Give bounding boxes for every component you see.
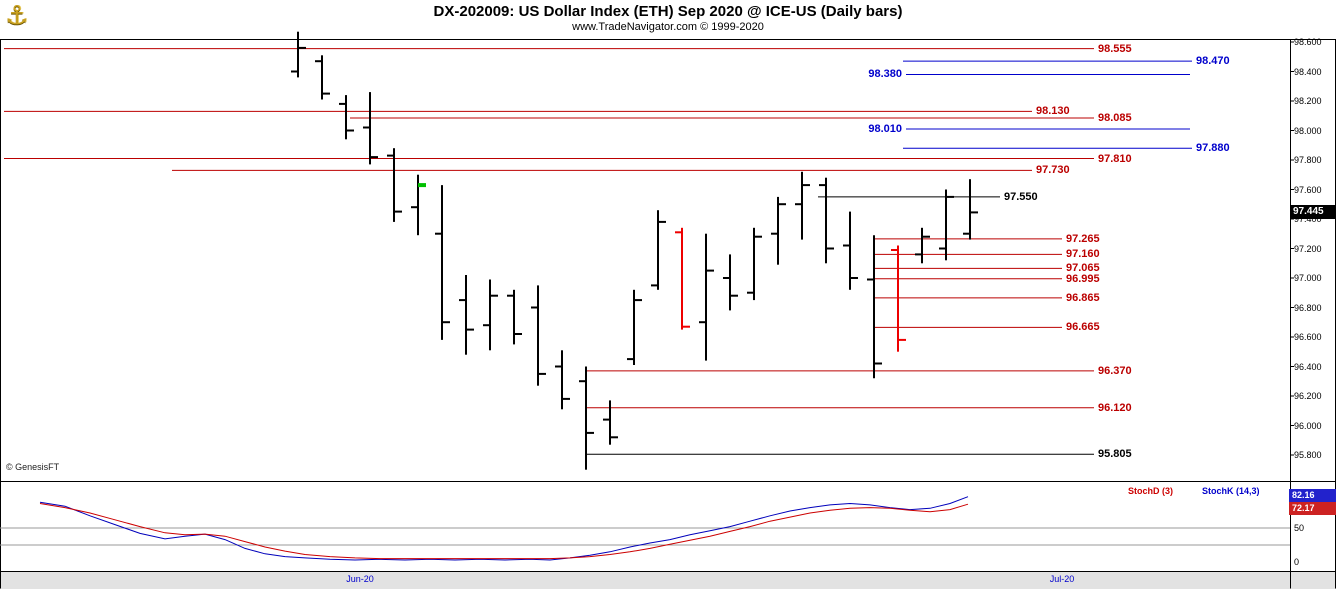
stochk-value-box: 82.16 xyxy=(1289,489,1336,502)
ohlc-bar xyxy=(603,400,618,445)
stochd-label[interactable]: StochD (3) xyxy=(1128,486,1173,496)
date-axis[interactable] xyxy=(0,572,1336,589)
ohlc-bar xyxy=(651,210,666,290)
ohlc-bar xyxy=(819,177,834,264)
ohlc-bar xyxy=(891,245,906,352)
ohlc-bar xyxy=(531,285,546,386)
ohlc-bar xyxy=(963,179,978,240)
ohlc-bar xyxy=(483,279,498,351)
ohlc-bar xyxy=(435,185,450,340)
ohlc-bar xyxy=(747,227,762,301)
ohlc-bar xyxy=(675,227,690,330)
ohlc-bar xyxy=(339,95,354,140)
ohlc-bar xyxy=(771,196,786,265)
ohlc-bar xyxy=(507,289,522,345)
ohlc-bar xyxy=(363,92,378,165)
ohlc-bar xyxy=(315,55,330,100)
ohlc-bar xyxy=(867,235,882,379)
ohlc-bar xyxy=(723,254,738,311)
ohlc-bar xyxy=(627,289,642,365)
date-label-jul: Jul-20 xyxy=(1049,574,1075,584)
ohlc-bar xyxy=(843,211,858,290)
ohlc-bar xyxy=(939,189,954,261)
stochk-label[interactable]: StochK (14,3) xyxy=(1202,486,1260,496)
stochk-line[interactable] xyxy=(39,496,969,561)
ohlc-bar xyxy=(387,148,402,222)
ohlc-bar xyxy=(411,174,426,236)
date-label-jun: Jun-20 xyxy=(346,574,374,584)
ohlc-bar xyxy=(555,350,570,410)
stochd-line[interactable] xyxy=(39,503,969,560)
stochd-value-box: 72.17 xyxy=(1289,502,1336,515)
ohlc-bar xyxy=(291,31,306,78)
genesis-logo: ⚓ xyxy=(5,0,28,30)
ohlc-bar xyxy=(699,233,714,361)
ohlc-bar xyxy=(915,227,930,264)
last-price-box: 97.445 xyxy=(1291,205,1336,219)
chart-title: DX-202009: US Dollar Index (ETH) Sep 202… xyxy=(433,3,903,20)
ohlc-bar xyxy=(795,171,810,240)
chart-subtitle: www.TradeNavigator.com © 1999-2020 xyxy=(572,21,764,33)
anchor-icon: ⚓ xyxy=(5,0,29,30)
ohlc-bar xyxy=(459,275,474,355)
ohlc-bar xyxy=(579,366,594,470)
genesisft-watermark: © GenesisFT xyxy=(6,462,60,472)
